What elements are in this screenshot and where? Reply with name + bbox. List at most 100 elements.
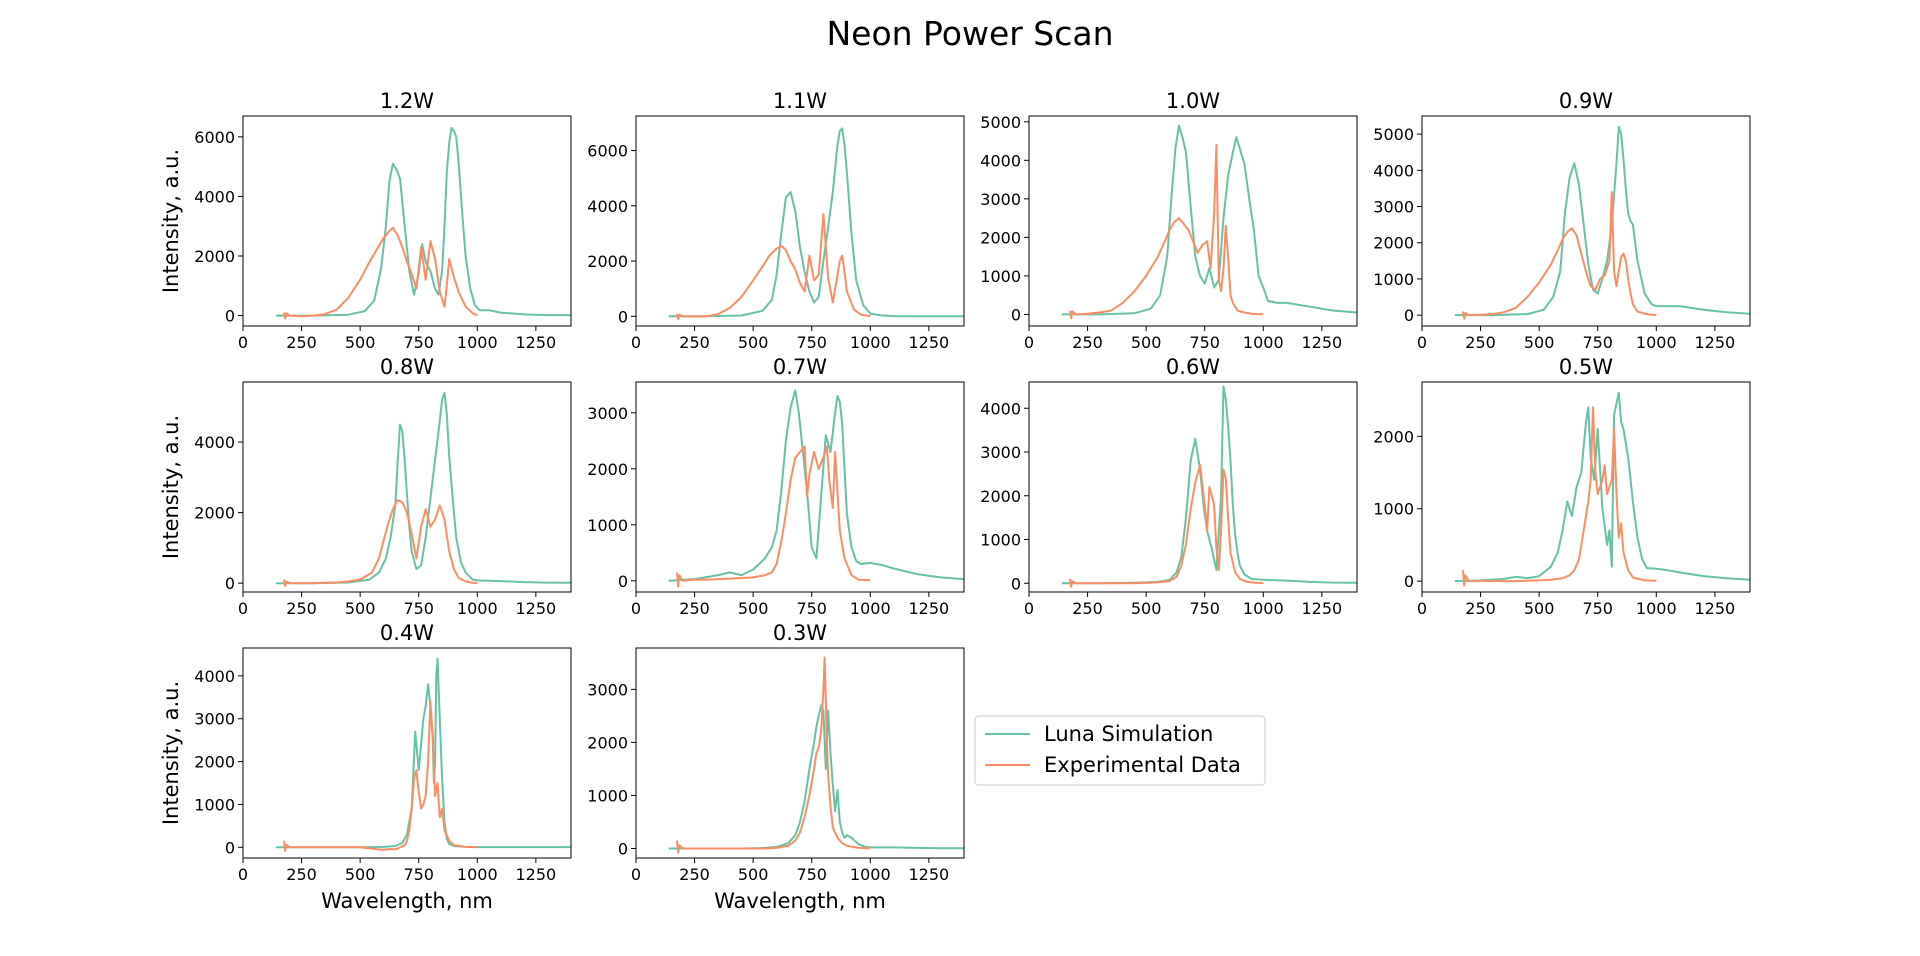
x-tick-label: 1000	[1243, 333, 1284, 352]
y-tick-label: 2000	[587, 733, 628, 752]
panel-title: 0.5W	[1559, 355, 1613, 379]
x-tick-label: 1000	[1243, 599, 1284, 618]
x-tick-label: 500	[738, 599, 769, 618]
x-tick-label: 0	[631, 599, 641, 618]
x-tick-label: 1250	[1301, 599, 1342, 618]
x-tick-label: 750	[796, 333, 827, 352]
y-tick-label: 5000	[980, 113, 1021, 132]
panel-title: 0.7W	[773, 355, 827, 379]
axes-frame	[1421, 381, 1751, 593]
x-tick-label: 0	[1024, 333, 1034, 352]
x-axis-label: Wavelength, nm	[321, 889, 493, 913]
axes-spine	[1028, 381, 1358, 593]
panels-container: 0 250 500 750 1000 1250 0 2000 4000 6000 1.2W Inten…	[159, 89, 1751, 913]
series-line-experimental-data	[283, 226, 478, 320]
x-tick-label: 1000	[850, 333, 891, 352]
panel-title: 0.3W	[773, 621, 827, 645]
axes-spine	[242, 381, 572, 593]
y-axis-label: Intensity, a.u.	[159, 681, 183, 825]
panel-title: 0.6W	[1166, 355, 1220, 379]
panel-0-7w: 0 250 500 750 1000 1250 0 1000 2000 3000 0.7W	[587, 355, 965, 618]
x-tick-label: 500	[1524, 333, 1555, 352]
x-tick-label: 0	[238, 333, 248, 352]
x-tick-label: 1250	[1301, 333, 1342, 352]
series-line-experimental-data	[283, 499, 478, 587]
panel-1-0w: 0 250 500 750 1000 1250 0 1000 2000 3000 4000 5000 1…	[980, 89, 1358, 352]
axes-spine	[1421, 115, 1751, 327]
legend-frame	[974, 715, 1266, 786]
x-tick-label: 1000	[457, 333, 498, 352]
axes-spine	[1028, 115, 1358, 327]
x-tick-label: 1000	[850, 865, 891, 884]
x-tick-label: 500	[738, 865, 769, 884]
figure-title: Neon Power Scan	[826, 14, 1113, 53]
x-tick-label: 250	[286, 333, 317, 352]
x-tick-label: 750	[1189, 333, 1220, 352]
legend-entry-luna-simulation: Luna Simulation	[1044, 722, 1213, 746]
y-tick-label: 2000	[194, 753, 235, 772]
legend-entry-experimental-data: Experimental Data	[1044, 753, 1241, 777]
series-line-luna-simulation	[275, 126, 572, 317]
y-tick-label: 1000	[587, 786, 628, 805]
y-tick-label: 2000	[587, 252, 628, 271]
y-tick-label: 3000	[980, 443, 1021, 462]
y-tick-label: 4000	[587, 197, 628, 216]
y-tick-label: 2000	[980, 228, 1021, 247]
panel-0-3w: 0 250 500 750 1000 1250 0 1000 2000 3000 0.3W Wavel…	[587, 621, 965, 913]
panel-title: 1.0W	[1166, 89, 1220, 113]
x-tick-label: 1000	[1636, 599, 1677, 618]
axes-frame	[635, 647, 965, 859]
y-tick-label: 2000	[1373, 427, 1414, 446]
panel-title: 0.9W	[1559, 89, 1613, 113]
x-tick-label: 250	[1072, 599, 1103, 618]
y-tick-label: 3000	[980, 190, 1021, 209]
axes-frame	[635, 115, 965, 327]
y-tick-label: 4000	[194, 433, 235, 452]
panel-title: 1.2W	[380, 89, 434, 113]
x-tick-label: 1250	[1694, 333, 1735, 352]
x-tick-label: 1000	[1636, 333, 1677, 352]
axes-spine	[242, 647, 572, 859]
y-tick-label: 0	[618, 839, 628, 858]
panel-title: 0.8W	[380, 355, 434, 379]
y-tick-label: 0	[225, 574, 235, 593]
series-line-experimental-data	[283, 700, 478, 852]
x-tick-label: 0	[1417, 599, 1427, 618]
y-tick-label: 3000	[587, 680, 628, 699]
panel-0-6w: 0 250 500 750 1000 1250 0 1000 2000 3000 4000 0.6W	[980, 355, 1358, 618]
series-line-experimental-data	[1069, 464, 1264, 588]
axes-spine	[242, 115, 572, 327]
y-tick-label: 4000	[194, 667, 235, 686]
x-tick-label: 1250	[908, 865, 949, 884]
axes-spine	[635, 115, 965, 327]
y-tick-label: 0	[225, 307, 235, 326]
y-tick-label: 2000	[980, 487, 1021, 506]
x-tick-label: 750	[1582, 333, 1613, 352]
x-tick-label: 1250	[515, 599, 556, 618]
y-tick-label: 3000	[1373, 198, 1414, 217]
y-tick-label: 1000	[194, 795, 235, 814]
x-tick-label: 750	[796, 599, 827, 618]
y-tick-label: 0	[225, 838, 235, 857]
x-tick-label: 500	[1524, 599, 1555, 618]
y-tick-label: 4000	[1373, 161, 1414, 180]
panel-title: 0.4W	[380, 621, 434, 645]
panel-title: 1.1W	[773, 89, 827, 113]
x-tick-label: 250	[286, 865, 317, 884]
x-tick-label: 1250	[515, 333, 556, 352]
series-line-luna-simulation	[668, 704, 964, 850]
x-tick-label: 0	[238, 865, 248, 884]
series-line-luna-simulation	[1061, 385, 1358, 585]
x-tick-label: 500	[345, 599, 376, 618]
y-tick-label: 0	[1011, 305, 1021, 324]
panel-0-9w: 0 250 500 750 1000 1250 0 1000 2000 3000 4000 5000 0…	[1373, 89, 1751, 352]
legend: Luna Simulation Experimental Data	[974, 715, 1266, 786]
x-tick-label: 1000	[457, 865, 498, 884]
x-tick-label: 750	[1189, 599, 1220, 618]
y-tick-label: 0	[618, 572, 628, 591]
x-tick-label: 1250	[1694, 599, 1735, 618]
x-tick-label: 1000	[457, 599, 498, 618]
y-tick-label: 4000	[194, 187, 235, 206]
x-tick-label: 750	[403, 599, 434, 618]
